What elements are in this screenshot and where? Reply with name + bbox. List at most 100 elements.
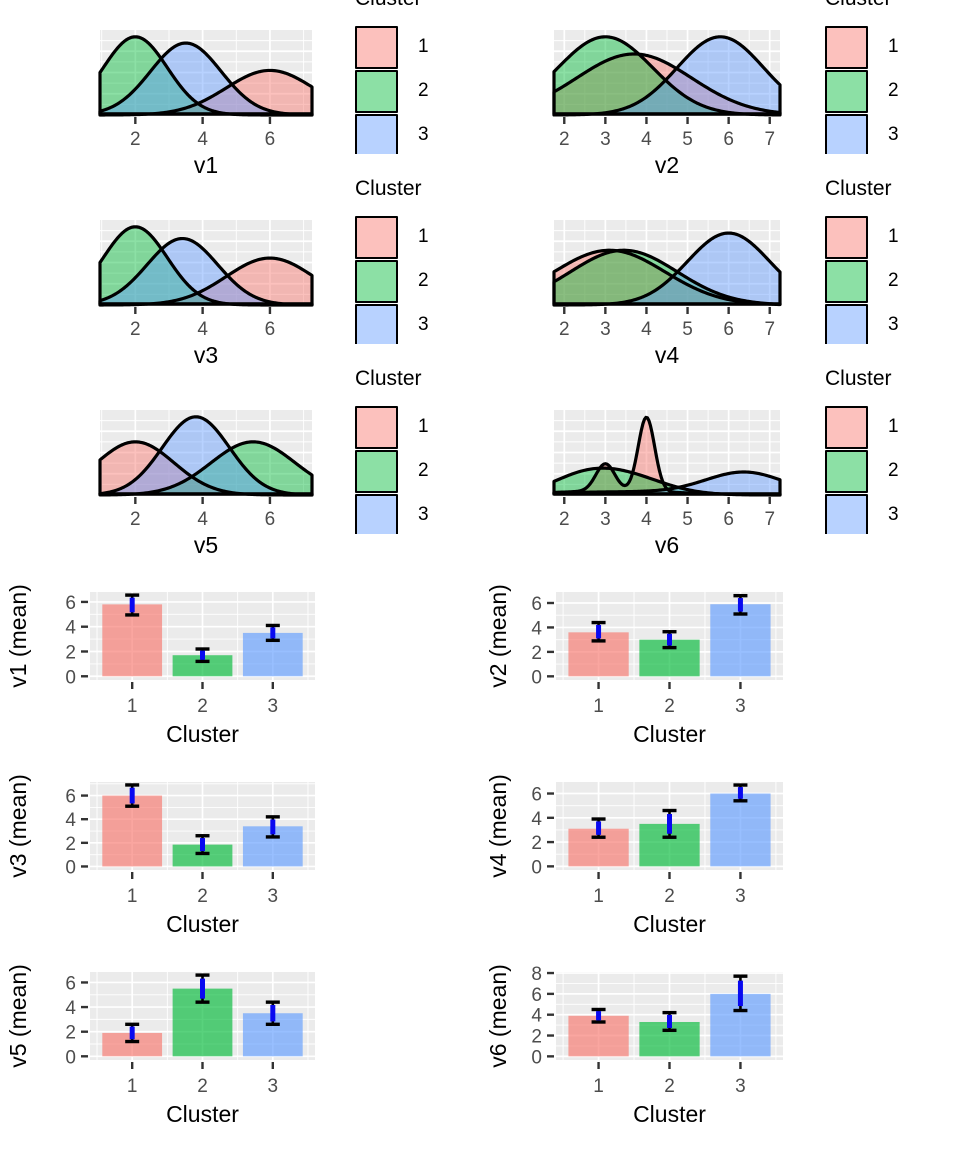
bar-cluster1 — [102, 1032, 163, 1057]
legend-swatch-cluster2 — [825, 70, 868, 113]
density-fill-cluster1 — [100, 441, 312, 495]
legend-label-3: 3 — [418, 504, 429, 525]
x-tick-label: 3 — [735, 1076, 746, 1097]
errorbar-cluster1 — [125, 783, 140, 808]
panel-v1-density: 2 4 6 v1 Cluster 1 2 3 — [0, 0, 480, 190]
panel-v2-density: 2 3 4 5 6 7 v2 Cluster 1 2 3 — [480, 0, 960, 190]
x-tick-label: 6 — [723, 129, 734, 150]
density-plot-v5: 2 4 6 v5 — [0, 380, 480, 580]
density-plot-v4: 2 3 4 5 6 7 v4 — [480, 190, 960, 390]
legend-swatch-cluster3 — [825, 494, 868, 534]
x-axis-title: v4 — [655, 342, 680, 368]
cluster-legend: Cluster 1 2 3 — [354, 177, 480, 380]
x-tick-label: 6 — [265, 319, 276, 340]
legend-swatch-cluster1 — [825, 406, 868, 449]
y-tick-label: 6 — [531, 985, 542, 1006]
x-tick-label: 1 — [593, 886, 604, 907]
bar-cluster2 — [172, 844, 233, 867]
panel-v2-mean-bar: 0 2 4 6 1 2 3 Cluster v2 (mean) — [480, 570, 960, 760]
y-tick-label: 8 — [531, 964, 542, 985]
x-axis-title: v6 — [655, 532, 679, 558]
legend-keys — [825, 406, 885, 534]
density-fill-cluster3 — [554, 233, 780, 305]
panel-v6-density: 2 3 4 5 6 7 v6 Cluster 1 2 3 — [480, 367, 960, 570]
x-tick-label: 2 — [130, 129, 141, 150]
x-tick-label: 3 — [268, 886, 279, 907]
density-outline-cluster2 — [552, 248, 782, 306]
density-fill-cluster1 — [100, 258, 312, 305]
bar-chart-v4-mean: 0 2 4 6 1 2 3 Cluster v4 (mean) — [480, 760, 960, 960]
legend-swatch-cluster3 — [355, 304, 398, 344]
panel-v3-density: 2 4 6 v3 Cluster 1 2 3 — [0, 177, 480, 380]
y-axis-title: v5 (mean) — [5, 964, 31, 1068]
x-tick-label: 2 — [197, 886, 208, 907]
legend-label-3: 3 — [888, 504, 899, 525]
bar-chart-v5-mean: 0 2 4 6 1 2 3 Cluster v5 (mean) — [0, 950, 480, 1150]
y-tick-label: 2 — [531, 1027, 542, 1048]
x-tick-label: 1 — [127, 696, 138, 717]
density-outline-cluster3 — [552, 470, 782, 496]
density-curves — [98, 35, 314, 117]
legend-swatch-cluster1 — [355, 406, 398, 449]
y-tick-label: 0 — [65, 667, 76, 688]
density-fill-cluster1 — [100, 70, 312, 115]
legend-label-1: 1 — [418, 416, 429, 437]
legend-swatch-cluster1 — [825, 216, 868, 259]
density-curves — [98, 415, 314, 497]
errorbar-cluster3 — [733, 974, 748, 1013]
density-fill-cluster1 — [554, 250, 780, 305]
density-outline-cluster3 — [98, 415, 314, 497]
x-axis-title: Cluster — [166, 1101, 239, 1127]
y-tick-label: 4 — [65, 810, 76, 831]
x-tick-label: 2 — [664, 1076, 675, 1097]
legend-swatch-cluster1 — [825, 26, 868, 69]
y-tick-label: 0 — [531, 1047, 542, 1068]
x-tick-label: 1 — [127, 886, 138, 907]
y-tick-label: 0 — [531, 667, 542, 688]
errorbar-cluster3 — [265, 815, 280, 839]
legend-label-2: 2 — [418, 80, 429, 101]
errorbar-cluster1 — [591, 817, 606, 839]
density-fill-cluster2 — [554, 36, 780, 115]
errorbar-cluster2 — [662, 808, 677, 839]
x-tick-label: 2 — [197, 1076, 208, 1097]
y-tick-label: 0 — [65, 1047, 76, 1068]
legend-label-1: 1 — [418, 36, 429, 57]
x-tick-label: 5 — [682, 509, 693, 530]
legend-swatch-cluster2 — [355, 70, 398, 113]
density-outline-cluster3 — [98, 41, 314, 117]
density-outline-cluster3 — [98, 236, 314, 307]
y-tick-label: 4 — [65, 618, 76, 639]
cluster-legend: Cluster 1 2 3 — [824, 177, 950, 380]
legend-label-1: 1 — [888, 416, 899, 437]
legend-keys — [825, 26, 885, 154]
legend-title: Cluster — [825, 367, 892, 390]
density-fill-cluster2 — [100, 226, 312, 305]
legend-swatch-cluster2 — [355, 260, 398, 303]
y-tick-label: 4 — [531, 1006, 542, 1027]
legend-title: Cluster — [355, 0, 422, 11]
legend-label-2: 2 — [418, 460, 429, 481]
x-tick-label: 4 — [197, 319, 208, 340]
x-tick-label: 2 — [130, 319, 141, 340]
legend-label-2: 2 — [888, 460, 899, 481]
density-fill-cluster2 — [554, 468, 780, 495]
bar-cluster2 — [172, 655, 233, 677]
errorbar-cluster2 — [195, 973, 210, 1004]
y-tick-label: 0 — [531, 857, 542, 878]
density-curves — [552, 35, 782, 117]
x-tick-label: 2 — [664, 696, 675, 717]
errorbar-cluster2 — [662, 630, 677, 650]
density-plot-v6: 2 3 4 5 6 7 v6 — [480, 380, 960, 580]
legend-keys — [355, 406, 415, 534]
y-tick-label: 6 — [65, 973, 76, 994]
density-curves — [552, 231, 782, 307]
legend-keys — [355, 26, 415, 154]
x-tick-label: 2 — [664, 886, 675, 907]
legend-keys — [355, 216, 415, 344]
x-tick-label: 3 — [735, 696, 746, 717]
density-fill-cluster3 — [554, 472, 780, 494]
y-tick-label: 2 — [65, 1023, 76, 1044]
legend-swatch-cluster2 — [825, 260, 868, 303]
